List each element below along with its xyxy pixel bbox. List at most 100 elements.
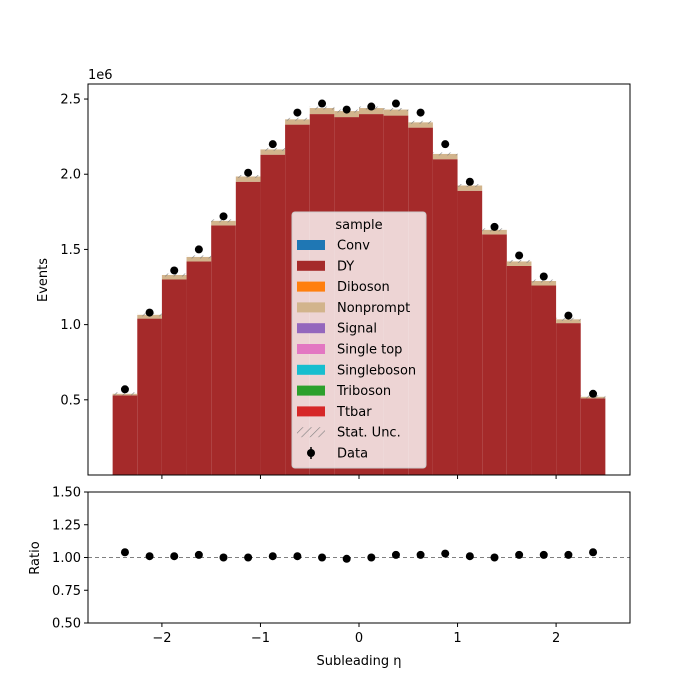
y-tick-label: 0.5: [60, 393, 81, 408]
ratio-y-tick-label: 1.50: [52, 486, 81, 501]
stat-unc-band: [383, 108, 409, 112]
legend-entry-ttbar: Ttbar: [297, 405, 372, 420]
stat-unc-band: [186, 255, 212, 259]
ratio-point: [539, 550, 548, 559]
legend-label: Signal: [337, 322, 377, 337]
bar-dy: [112, 395, 138, 475]
ratio-point: [342, 554, 351, 563]
y-tick-label: 1.0: [60, 318, 81, 333]
ratio-point: [145, 552, 154, 561]
ratio-point: [515, 550, 524, 559]
bar-nonprompt: [457, 185, 483, 191]
stat-unc-band: [506, 259, 532, 263]
main-x-ticks: [161, 475, 557, 479]
ratio-point: [490, 553, 499, 562]
ratio-point: [268, 552, 277, 561]
ratio-point: [416, 550, 425, 559]
legend-entry-single-top: Single top: [297, 343, 402, 358]
stat-unc-band: [408, 120, 433, 124]
x-tick-label: −1: [251, 631, 270, 646]
stat-unc-band: [211, 219, 236, 223]
legend-label: Stat. Unc.: [337, 426, 401, 441]
bar-nonprompt: [432, 153, 458, 160]
stat-unc-band: [309, 106, 335, 110]
legend-swatch: [297, 344, 325, 354]
legend-label: DY: [337, 259, 354, 274]
y-axis-label: Events: [36, 258, 51, 302]
ratio-point: [465, 552, 474, 561]
ratio-point: [367, 553, 376, 562]
data-point: [268, 140, 277, 149]
bar-dy: [556, 323, 581, 475]
bar-dy: [186, 261, 212, 475]
ratio-y-axis-label: Ratio: [28, 541, 43, 574]
data-point: [416, 108, 425, 117]
data-point: [391, 99, 400, 108]
legend-marker: [307, 449, 315, 457]
legend-entry-dy: DY: [297, 259, 354, 274]
y-tick-label: 1.5: [60, 243, 81, 258]
data-point: [244, 168, 253, 177]
bar-nonprompt: [260, 149, 286, 155]
legend-swatch: [297, 385, 325, 396]
legend-entry-signal: Signal: [297, 322, 377, 337]
data-point: [589, 389, 598, 398]
ratio-point: [293, 552, 302, 561]
data-point: [145, 308, 154, 317]
legend-label: Diboson: [337, 280, 390, 295]
legend-label: Data: [337, 447, 368, 462]
x-tick-label: 0: [355, 631, 363, 646]
ratio-point: [391, 550, 400, 559]
data-point: [539, 272, 548, 281]
data-points: [120, 99, 598, 398]
bar-nonprompt: [235, 176, 261, 182]
bar-dy: [161, 279, 187, 475]
bar-nonprompt: [186, 256, 212, 262]
x-tick-label: 1: [453, 631, 461, 646]
ratio-x-ticks: −2 −1 0 1 2: [152, 623, 560, 646]
x-tick-label: −2: [152, 631, 171, 646]
bar-nonprompt: [309, 108, 335, 115]
ratio-point: [244, 553, 253, 562]
stat-unc-band: [260, 147, 286, 151]
legend-entry-triboson: Triboson: [297, 384, 391, 399]
legend-label: Single top: [337, 343, 402, 358]
legend-swatch: [297, 240, 325, 250]
ratio-y-ticks: 0.50 0.75 1.00 1.25 1.50: [52, 486, 88, 632]
stat-unc-band: [112, 392, 138, 396]
legend-label: Singleboson: [337, 363, 416, 378]
bar-nonprompt: [137, 314, 162, 319]
legend-label: Nonprompt: [337, 301, 410, 316]
legend-entry-diboson: Diboson: [297, 280, 390, 295]
ratio-y-tick-label: 1.00: [52, 551, 81, 566]
bar-dy: [137, 318, 162, 475]
x-tick-label: 2: [552, 631, 560, 646]
bar-nonprompt: [359, 108, 384, 115]
bar-dy: [260, 154, 286, 475]
legend-entries: Conv DY Diboson Nonprompt Signal Single top Si…: [297, 239, 416, 462]
ratio-axes-frame: [87, 491, 631, 624]
bar-dy: [235, 181, 261, 475]
data-point: [465, 177, 474, 186]
legend-label: Ttbar: [336, 405, 372, 420]
bar-nonprompt: [383, 109, 409, 116]
bar-dy: [432, 159, 458, 475]
stat-unc-band: [531, 279, 557, 283]
x-axis-label: Subleading η: [316, 654, 401, 669]
legend-entry-stat-unc-: Stat. Unc.: [297, 426, 401, 441]
data-point: [170, 266, 179, 275]
bar-dy: [531, 285, 557, 475]
ratio-panel: −2 −1 0 1 2 0.50 0.75 1.00 1.25 1.50 Ratio Suble…: [28, 486, 631, 669]
data-point: [441, 140, 450, 149]
data-point: [515, 251, 524, 260]
legend-title: sample: [335, 218, 382, 233]
ratio-point: [194, 550, 203, 559]
legend-swatch: [297, 281, 325, 292]
data-point: [194, 245, 203, 254]
data-point: [120, 385, 129, 394]
ratio-point: [564, 550, 573, 559]
y-tick-label: 2.0: [60, 168, 81, 183]
y-scale-label: 1e6: [88, 68, 113, 83]
legend-frame: [291, 211, 427, 469]
